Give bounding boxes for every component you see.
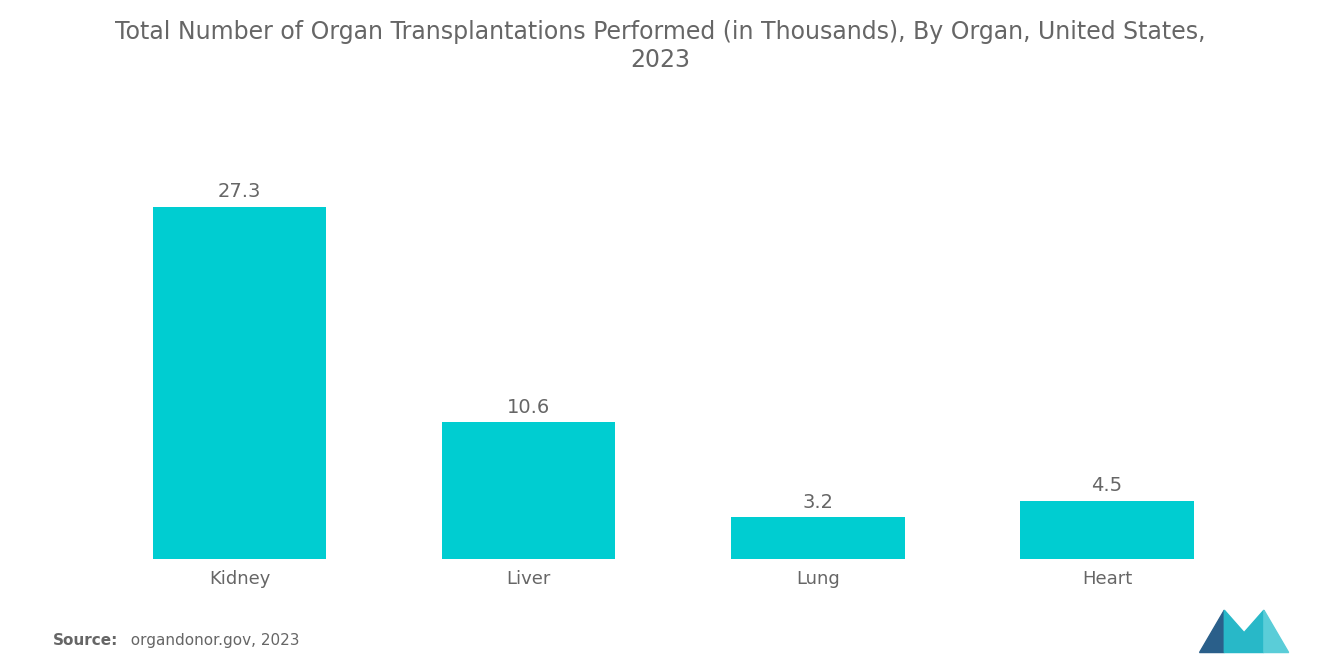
Polygon shape: [1265, 610, 1288, 652]
Polygon shape: [1200, 610, 1225, 652]
Text: 3.2: 3.2: [803, 493, 833, 512]
Bar: [153, 207, 326, 559]
Text: Total Number of Organ Transplantations Performed (in Thousands), By Organ, Unite: Total Number of Organ Transplantations P…: [115, 20, 1205, 72]
Bar: [442, 422, 615, 559]
Polygon shape: [1225, 610, 1265, 652]
Text: 10.6: 10.6: [507, 398, 550, 417]
Text: 27.3: 27.3: [218, 182, 261, 201]
Text: 4.5: 4.5: [1092, 476, 1122, 495]
Bar: [731, 517, 904, 559]
Bar: [1020, 501, 1193, 559]
Text: Source:: Source:: [53, 633, 119, 648]
Text: organdonor.gov, 2023: organdonor.gov, 2023: [121, 633, 300, 648]
